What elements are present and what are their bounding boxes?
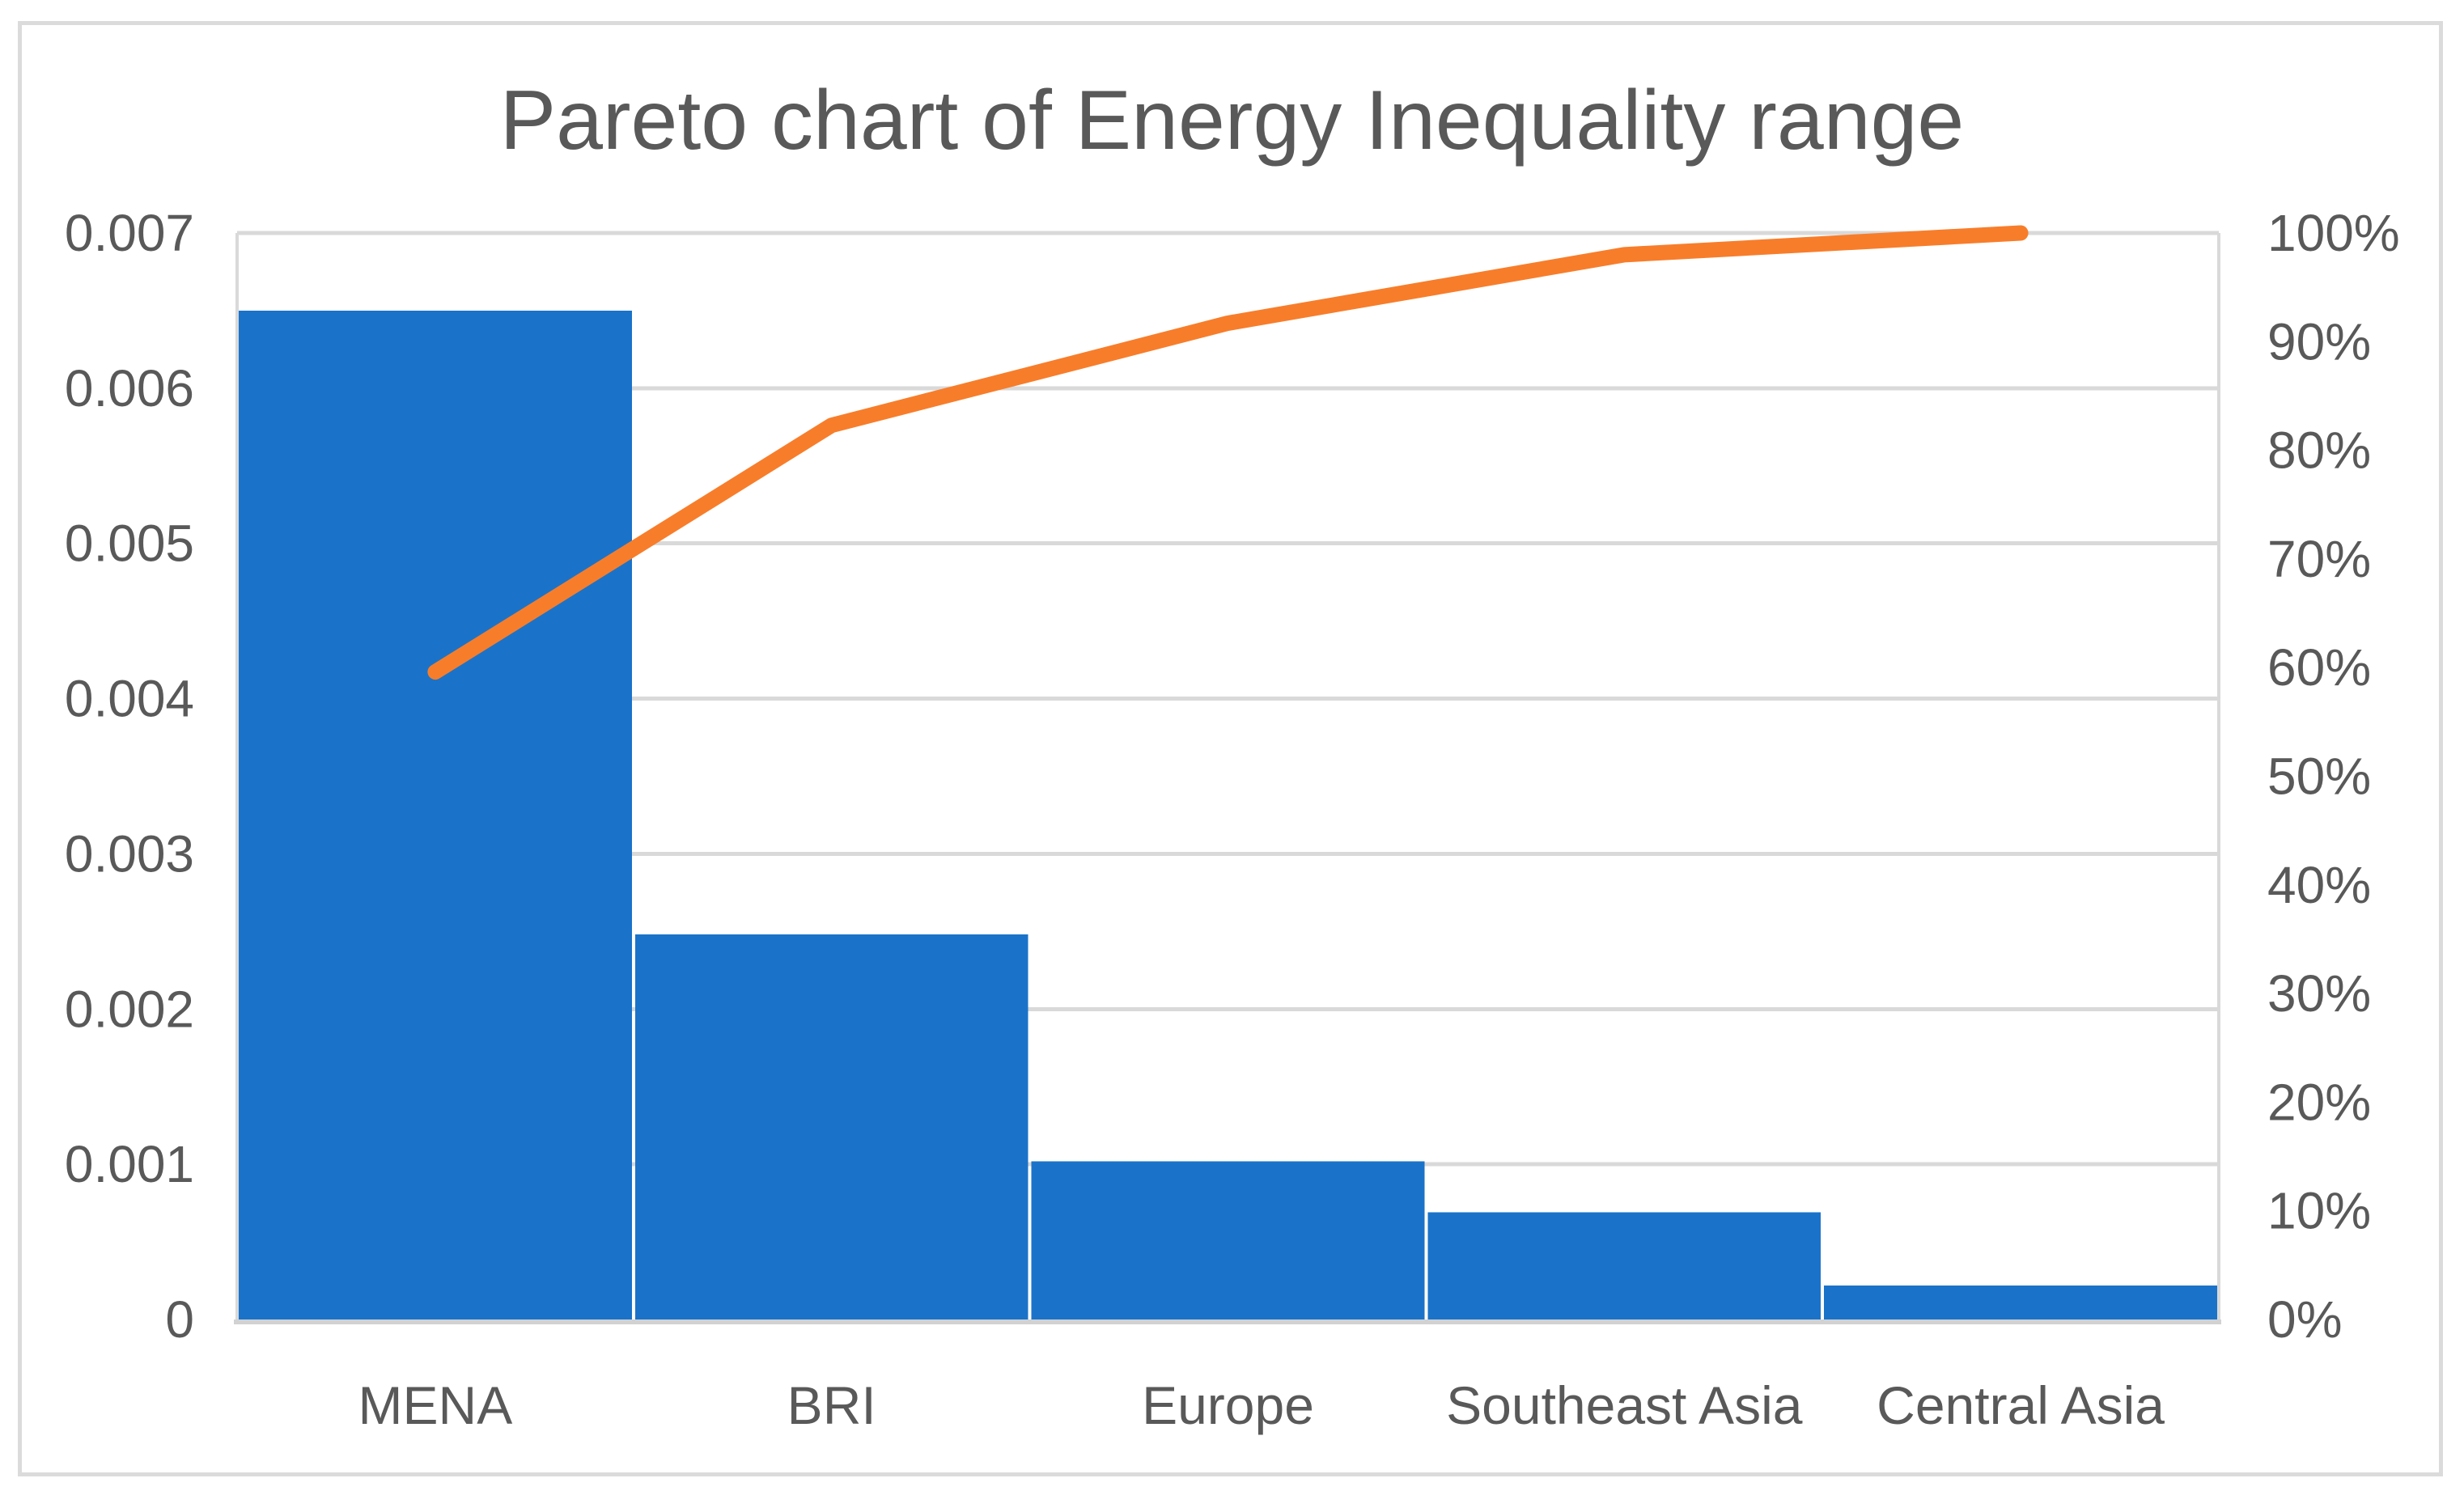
x-axis-category-label: BRI — [787, 1375, 876, 1435]
x-axis-category-label: Southeast Asia — [1446, 1375, 1803, 1435]
y-axis-left-label: 0.004 — [65, 670, 194, 728]
pareto-bar — [1427, 1212, 1821, 1319]
y-axis-right-label: 30% — [2267, 964, 2371, 1023]
y-axis-left-label: 0.006 — [65, 359, 194, 417]
y-axis-right-label: 0% — [2267, 1290, 2343, 1349]
pareto-bar — [1824, 1285, 2217, 1319]
y-axis-right-label: 10% — [2267, 1182, 2371, 1240]
y-axis-left-label: 0.001 — [65, 1135, 194, 1193]
y-axis-left-label: 0.007 — [65, 204, 194, 262]
y-axis-left-label: 0 — [165, 1290, 194, 1349]
chart-title: Pareto chart of Energy Inequality range — [499, 74, 1965, 167]
y-axis-right-label: 60% — [2267, 638, 2371, 697]
y-axis-right-label: 40% — [2267, 856, 2371, 914]
x-axis-category-label: Europe — [1142, 1375, 1314, 1435]
pareto-bar — [1031, 1161, 1425, 1319]
y-axis-right-label: 90% — [2267, 312, 2371, 371]
y-axis-right-label: 50% — [2267, 748, 2371, 806]
pareto-bar — [239, 310, 632, 1319]
y-axis-right-label: 80% — [2267, 421, 2371, 480]
y-axis-left-label: 0.005 — [65, 515, 194, 573]
y-axis-right-label: 70% — [2267, 530, 2371, 588]
y-axis-left-label: 0.002 — [65, 980, 194, 1038]
y-axis-right-label: 20% — [2267, 1073, 2371, 1131]
chart-outer-border — [18, 21, 2443, 1476]
pareto-bar — [634, 934, 1028, 1319]
cumulative-line — [427, 225, 2029, 680]
y-axis-left-label: 0.003 — [65, 824, 194, 883]
y-axis-right-label: 100% — [2267, 204, 2400, 262]
x-axis-category-label: MENA — [358, 1375, 513, 1435]
x-axis-category-label: Central Asia — [1877, 1375, 2165, 1435]
